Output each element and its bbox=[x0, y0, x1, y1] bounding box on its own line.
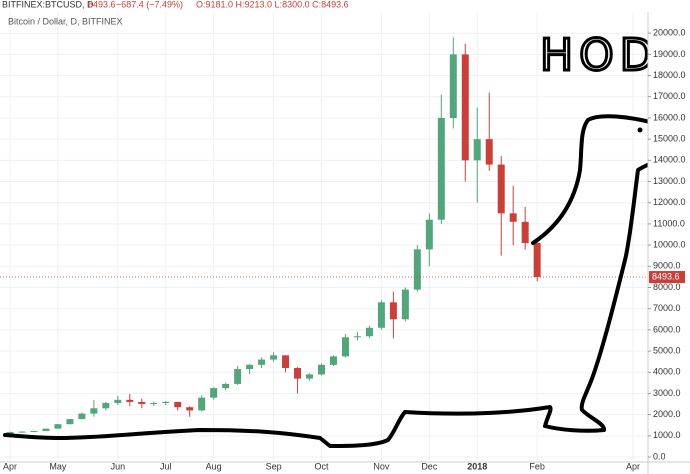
candle-body bbox=[246, 364, 254, 370]
candle-body bbox=[329, 356, 337, 365]
candle-body bbox=[30, 430, 38, 432]
y-tick-label: 15000.0 bbox=[653, 134, 686, 144]
y-tick-label: 18000.0 bbox=[653, 70, 686, 80]
x-tick-label: Nov bbox=[373, 461, 390, 471]
candle-body bbox=[449, 54, 457, 118]
x-tick-label: Jul bbox=[160, 461, 172, 471]
y-tick-label: 11000.0 bbox=[653, 218, 685, 228]
y-tick-label: 20000.0 bbox=[653, 28, 686, 38]
candle-body bbox=[401, 289, 409, 320]
candle-body bbox=[353, 336, 361, 338]
candle-body bbox=[126, 399, 134, 402]
axis-background bbox=[648, 0, 690, 474]
y-tick-label: 14000.0 bbox=[653, 155, 686, 165]
candle-body bbox=[18, 431, 26, 433]
x-tick-label: Apr bbox=[3, 461, 17, 471]
candle-body bbox=[282, 355, 290, 369]
y-tick-label: 16000.0 bbox=[653, 112, 686, 122]
y-tick-label: 7000.0 bbox=[653, 303, 681, 313]
y-tick-label: 4000.0 bbox=[653, 367, 681, 377]
candle-body bbox=[377, 302, 385, 328]
candle-body bbox=[222, 383, 230, 389]
candle-body bbox=[102, 402, 110, 409]
candle-body bbox=[198, 397, 206, 411]
last-price-box bbox=[649, 271, 685, 284]
x-tick-label: Feb bbox=[529, 461, 545, 471]
candle-body bbox=[138, 401, 146, 405]
y-tick-label: 6000.0 bbox=[653, 324, 681, 334]
y-tick-label: 10000.0 bbox=[653, 239, 686, 249]
change: −687.4 (−7.49%) bbox=[116, 0, 183, 9]
candle-body bbox=[114, 399, 122, 403]
candle-body bbox=[437, 117, 445, 220]
candle-body bbox=[90, 408, 98, 414]
candle-body bbox=[485, 139, 493, 165]
candle-body bbox=[497, 164, 505, 214]
x-tick-label: May bbox=[49, 461, 67, 471]
candle-body bbox=[461, 54, 469, 161]
candle-body bbox=[509, 213, 517, 222]
y-tick-label: 9000.0 bbox=[653, 261, 681, 271]
y-tick-label: 5000.0 bbox=[653, 345, 681, 355]
x-tick-label: Jun bbox=[111, 461, 126, 471]
x-tick-label: Oct bbox=[314, 461, 329, 471]
candle-body bbox=[318, 364, 325, 375]
candle-body bbox=[150, 402, 158, 405]
candles bbox=[0, 37, 648, 435]
ohlc: O:9181.0 H:9213.0 L:8300.0 C:8493.6 bbox=[196, 0, 349, 9]
candle-body bbox=[54, 424, 62, 429]
y-tick-label: 0.0 bbox=[653, 451, 666, 461]
x-tick-label: 2018 bbox=[467, 461, 487, 471]
candle-body bbox=[306, 374, 314, 379]
x-tick-label: Dec bbox=[421, 461, 438, 471]
y-tick-label: 8000.0 bbox=[653, 282, 681, 292]
header-background bbox=[0, 0, 690, 11]
last-price-label: 8493.6 bbox=[652, 271, 680, 281]
x-tick-label: Aug bbox=[206, 461, 222, 471]
y-tick-label: 2000.0 bbox=[653, 409, 681, 419]
candle-body bbox=[365, 327, 373, 337]
candle-body bbox=[341, 337, 349, 357]
candle-body bbox=[174, 401, 182, 408]
candle-body bbox=[78, 413, 86, 420]
candle-body bbox=[234, 369, 242, 384]
candle-body bbox=[533, 242, 541, 278]
candle-body bbox=[186, 407, 194, 411]
y-tick-label: 3000.0 bbox=[653, 388, 681, 398]
candle-body bbox=[66, 419, 74, 425]
y-tick-label: 19000.0 bbox=[653, 49, 686, 59]
candle-body bbox=[389, 302, 397, 320]
candle-body bbox=[162, 401, 170, 403]
candle-body bbox=[270, 355, 278, 360]
dinosaur-eye bbox=[637, 127, 643, 133]
symbol: BITFINEX:BTCUSD, D bbox=[2, 0, 94, 9]
candle-body bbox=[413, 249, 421, 290]
candle-body bbox=[425, 219, 433, 250]
x-tick-label: Apr bbox=[626, 461, 640, 471]
candle-body bbox=[473, 139, 481, 161]
candle-body bbox=[42, 428, 50, 431]
x-tick-label: Sep bbox=[266, 461, 282, 471]
header: BITFINEX:BTCUSD, D 8493.6 −687.4 (−7.49%… bbox=[0, 0, 690, 26]
candle-body bbox=[258, 359, 266, 365]
last-price: 8493.6 bbox=[88, 0, 116, 9]
candle-body bbox=[6, 432, 14, 435]
y-tick-label: 17000.0 bbox=[653, 91, 686, 101]
y-tick-label: 1000.0 bbox=[653, 430, 681, 440]
y-tick-label: 13000.0 bbox=[653, 176, 686, 186]
candle-body bbox=[210, 388, 218, 398]
y-tick-label: 12000.0 bbox=[653, 197, 686, 207]
subtitle: Bitcoin / Dollar, D, BITFINEX bbox=[8, 16, 123, 26]
candle-body bbox=[294, 368, 302, 379]
candle-body bbox=[521, 221, 529, 243]
